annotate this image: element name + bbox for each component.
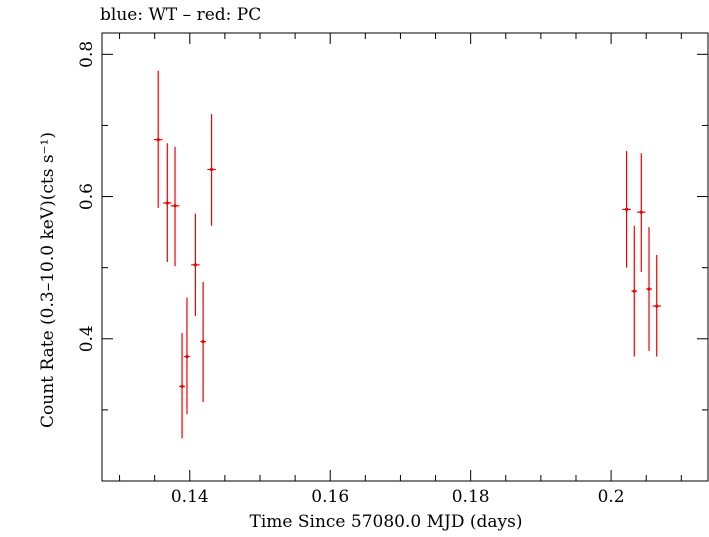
y-tick-label: 0.8 (77, 41, 97, 68)
y-tick-label: 0.6 (77, 183, 97, 210)
point-marker (156, 138, 160, 142)
point-marker (624, 207, 629, 211)
data-point (191, 213, 200, 317)
point-marker (173, 204, 177, 208)
y-axis-label: Count Rate (0.3–10.0 keV)(cts s⁻¹) (38, 132, 58, 428)
point-marker (639, 210, 643, 214)
point-marker (209, 167, 214, 172)
data-point (163, 143, 172, 262)
axis-ticks: 0.14 0.16 0.18 0.2 0.4 0.6 0.8 (77, 33, 708, 507)
x-tick-label: 0.14 (171, 487, 209, 507)
x-tick-label: 0.18 (452, 487, 490, 507)
plot-frame (101, 32, 709, 482)
data-point (170, 146, 180, 267)
x-tick-label: 0.16 (311, 487, 349, 507)
data-point (622, 151, 631, 268)
point-marker (632, 289, 636, 293)
point-marker (201, 340, 205, 344)
data-point (153, 70, 163, 208)
data-point (631, 225, 638, 357)
x-axis-label: Time Since 57080.0 MJD (days) (250, 512, 523, 532)
data-points (153, 70, 661, 439)
data-point (207, 114, 216, 226)
data-point (646, 227, 652, 351)
data-point (200, 281, 206, 403)
x-tick-label: 0.2 (598, 487, 625, 507)
chart-title: blue: WT – red: PC (100, 5, 262, 25)
point-marker (180, 384, 184, 389)
data-point (184, 297, 190, 415)
point-marker (647, 287, 651, 291)
point-marker (165, 201, 169, 205)
data-point (179, 333, 185, 439)
data-point (652, 254, 661, 357)
point-marker (185, 354, 189, 359)
point-marker (193, 263, 197, 267)
point-marker (655, 304, 659, 308)
y-tick-label: 0.4 (77, 325, 97, 352)
data-point (637, 153, 646, 272)
